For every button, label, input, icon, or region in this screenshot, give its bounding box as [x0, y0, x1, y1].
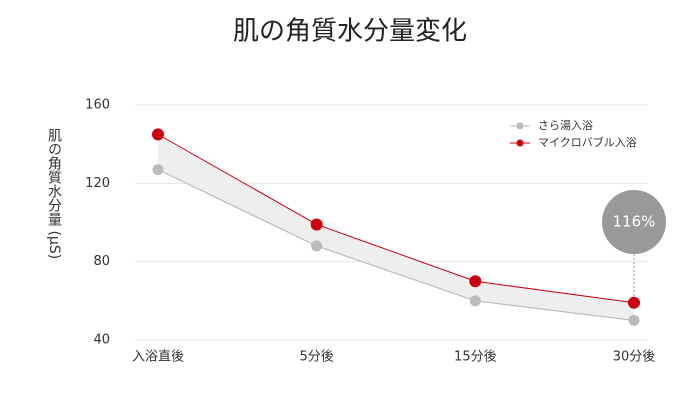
legend-label: さら湯入浴	[538, 119, 593, 132]
point	[469, 275, 482, 288]
point	[628, 296, 640, 309]
y-tick-label: 80	[93, 254, 110, 269]
y-tick-label: 40	[93, 333, 110, 348]
point	[311, 240, 323, 252]
band	[158, 134, 634, 321]
legend-label: マイクロバブル入浴	[538, 135, 637, 149]
x-tick-label: 30分後	[613, 350, 656, 365]
x-tick-label: 入浴直後	[132, 350, 184, 365]
x-tick-label: 15分後	[454, 350, 497, 365]
x-tick-label: 5分後	[300, 350, 334, 365]
point	[628, 314, 640, 326]
y-tick-label: 160	[85, 98, 110, 113]
point	[152, 128, 164, 141]
point	[152, 164, 164, 176]
annotation-bubble	[602, 190, 666, 254]
legend-marker	[516, 122, 524, 130]
y-axis-label: 肌の角質水分量 (μS)	[46, 128, 62, 259]
point	[310, 218, 323, 231]
point	[469, 295, 481, 307]
series-line	[157, 169, 635, 322]
chart-title: 肌の角質水分量変化	[233, 17, 467, 47]
series-line	[157, 133, 635, 304]
annotation-text: 116%	[613, 213, 656, 231]
legend-marker	[516, 139, 524, 147]
y-tick-label: 120	[85, 176, 110, 191]
